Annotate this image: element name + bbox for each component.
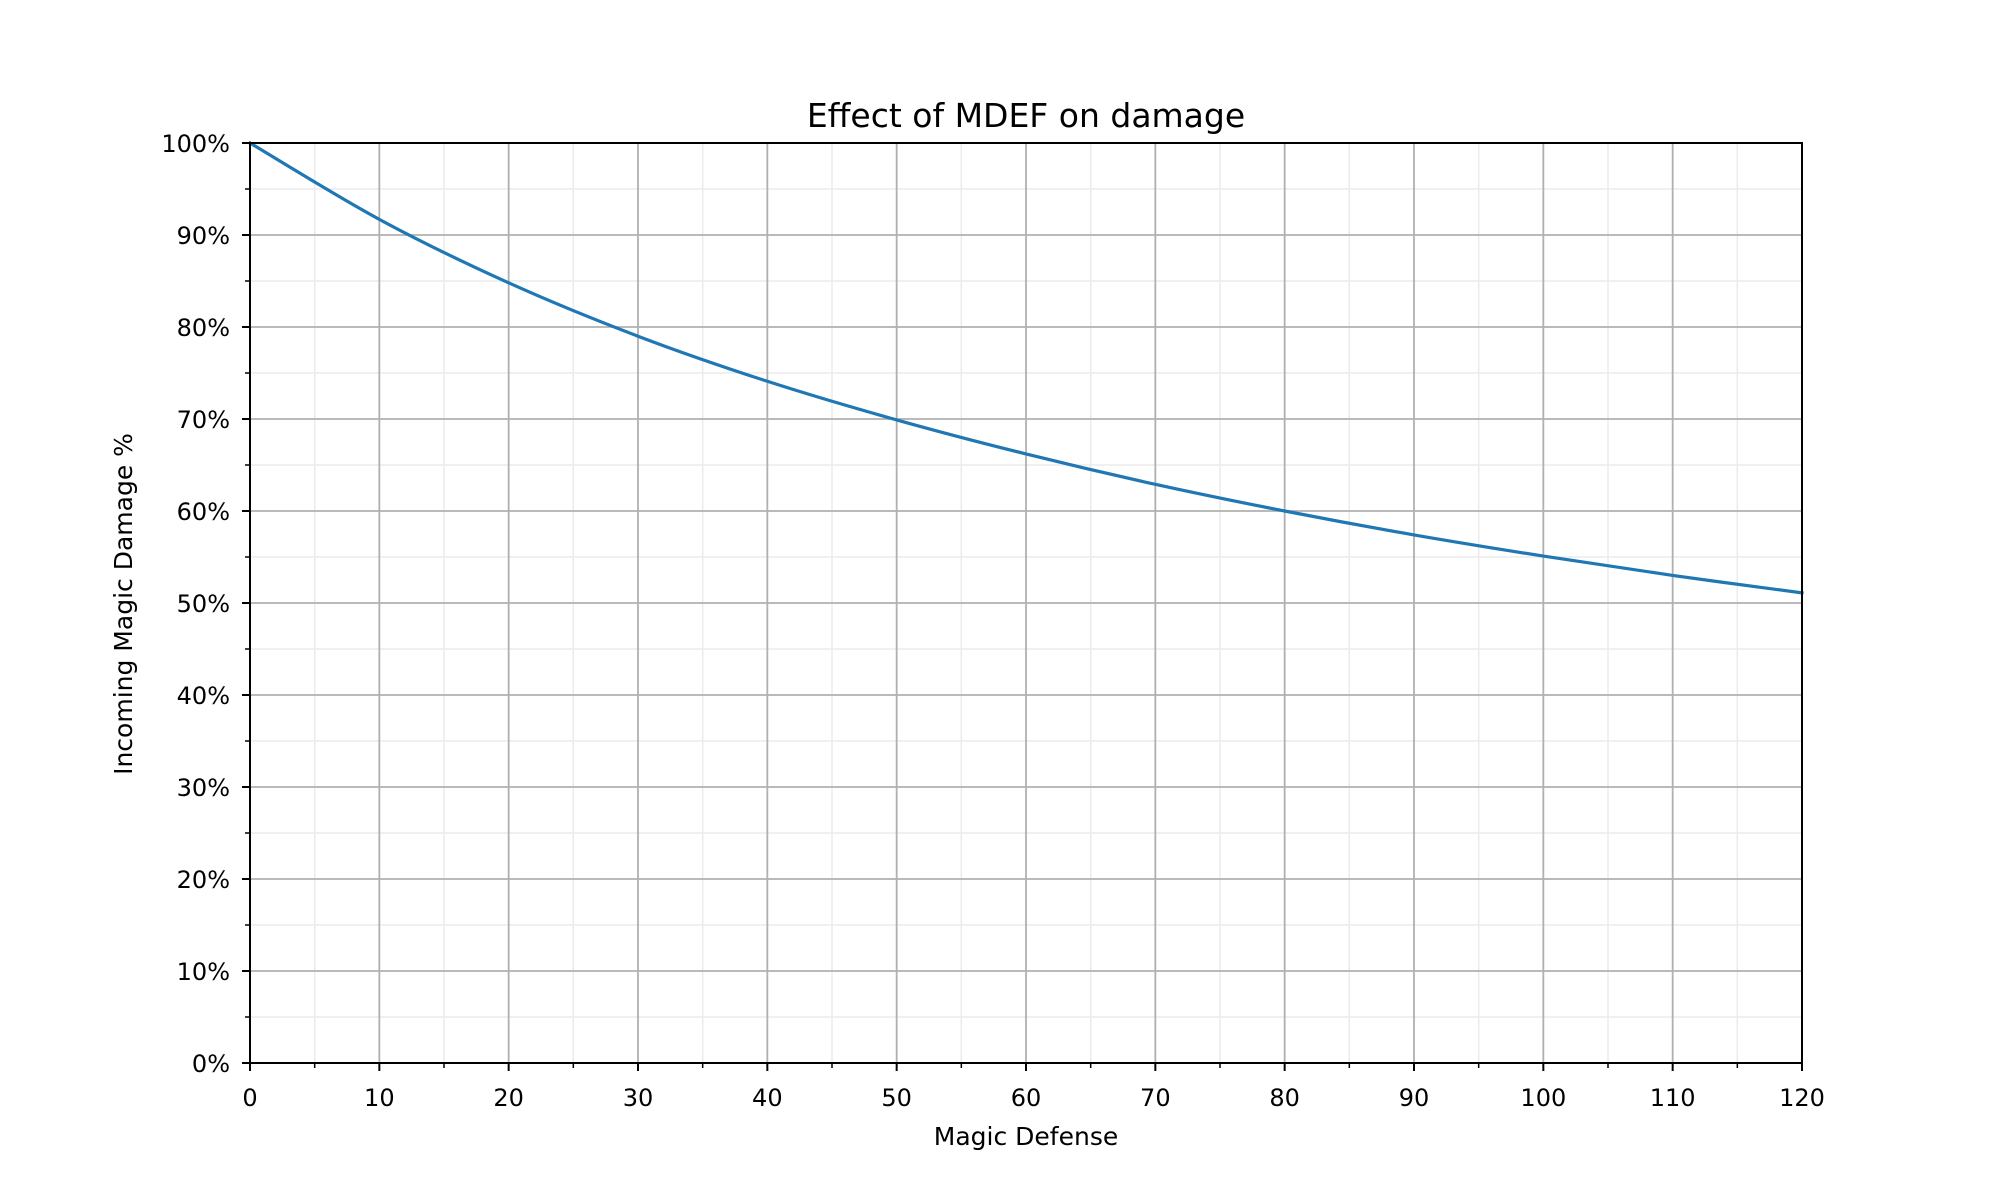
- x-tick-label: 60: [1011, 1084, 1042, 1112]
- x-tick-label: 50: [881, 1084, 912, 1112]
- y-tick-label: 40%: [177, 682, 230, 710]
- y-tick-label: 20%: [177, 866, 230, 894]
- x-tick-label: 100: [1520, 1084, 1566, 1112]
- x-tick-label: 70: [1140, 1084, 1171, 1112]
- series-line: [247, 140, 1804, 595]
- x-tick-label: 0: [242, 1084, 257, 1112]
- y-axis-label: Incoming Magic Damage %: [109, 433, 138, 775]
- y-tick-label: 60%: [177, 498, 230, 526]
- y-tick-label: 100%: [161, 130, 230, 158]
- x-tick-label: 30: [623, 1084, 654, 1112]
- x-tick-label: 40: [752, 1084, 783, 1112]
- y-tick-label: 70%: [177, 406, 230, 434]
- x-tick-label: 20: [493, 1084, 524, 1112]
- y-tick-label: 80%: [177, 314, 230, 342]
- y-tick-label: 50%: [177, 590, 230, 618]
- x-tick-label: 80: [1269, 1084, 1300, 1112]
- x-axis-ticks: 0 10 20 30 40 50 60 70 80 90 100 110 120: [242, 1063, 1825, 1112]
- y-tick-label: 30%: [177, 774, 230, 802]
- chart-title: Effect of MDEF on damage: [807, 96, 1245, 135]
- y-tick-label: 10%: [177, 958, 230, 986]
- x-tick-label: 110: [1650, 1084, 1696, 1112]
- x-tick-label: 10: [364, 1084, 395, 1112]
- y-tick-label: 90%: [177, 222, 230, 250]
- y-axis-ticks: 0% 10% 20% 30% 40% 50% 60% 70% 80% 90% 100%: [161, 130, 250, 1078]
- x-axis-label: Magic Defense: [934, 1122, 1118, 1151]
- y-tick-label: 0%: [192, 1050, 230, 1078]
- x-tick-label: 120: [1779, 1084, 1825, 1112]
- x-tick-label: 90: [1399, 1084, 1430, 1112]
